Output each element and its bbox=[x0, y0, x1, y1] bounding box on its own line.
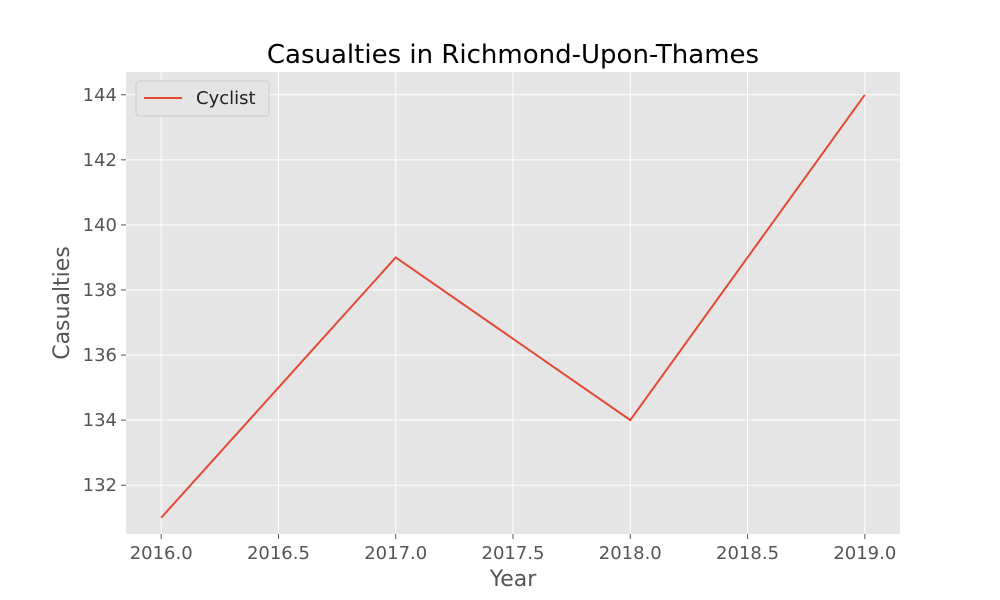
y-tick-label: 136 bbox=[83, 345, 117, 366]
chart-title: Casualties in Richmond-Upon-Thames bbox=[267, 40, 759, 70]
grid bbox=[126, 72, 900, 534]
y-tick-label: 132 bbox=[83, 475, 117, 496]
x-tick-label: 2018.0 bbox=[599, 543, 662, 564]
y-tick-label: 142 bbox=[83, 150, 117, 171]
y-tick-label: 138 bbox=[83, 280, 117, 301]
legend: Cyclist bbox=[135, 80, 270, 117]
series-line-cyclist bbox=[160, 94, 866, 519]
y-tick-label: 144 bbox=[83, 85, 117, 106]
x-tick-label: 2017.0 bbox=[364, 543, 427, 564]
y-tick-label: 134 bbox=[83, 410, 117, 431]
x-tick-label: 2018.5 bbox=[716, 543, 779, 564]
x-axis-label: Year bbox=[489, 567, 538, 592]
series-layer bbox=[160, 94, 866, 519]
legend-label-cyclist: Cyclist bbox=[196, 88, 256, 109]
legend-box bbox=[135, 80, 270, 117]
y-axis-label: Casualties bbox=[50, 246, 75, 360]
y-tick-label: 140 bbox=[83, 215, 117, 236]
ticks: 2016.0 2016.5 2017.0 2017.5 2018.0 2018.5 2019… bbox=[83, 85, 897, 564]
x-tick-label: 2016.5 bbox=[247, 543, 310, 564]
x-tick-label: 2019.0 bbox=[833, 543, 896, 564]
x-tick-label: 2016.0 bbox=[130, 543, 193, 564]
x-tick-label: 2017.5 bbox=[482, 543, 545, 564]
